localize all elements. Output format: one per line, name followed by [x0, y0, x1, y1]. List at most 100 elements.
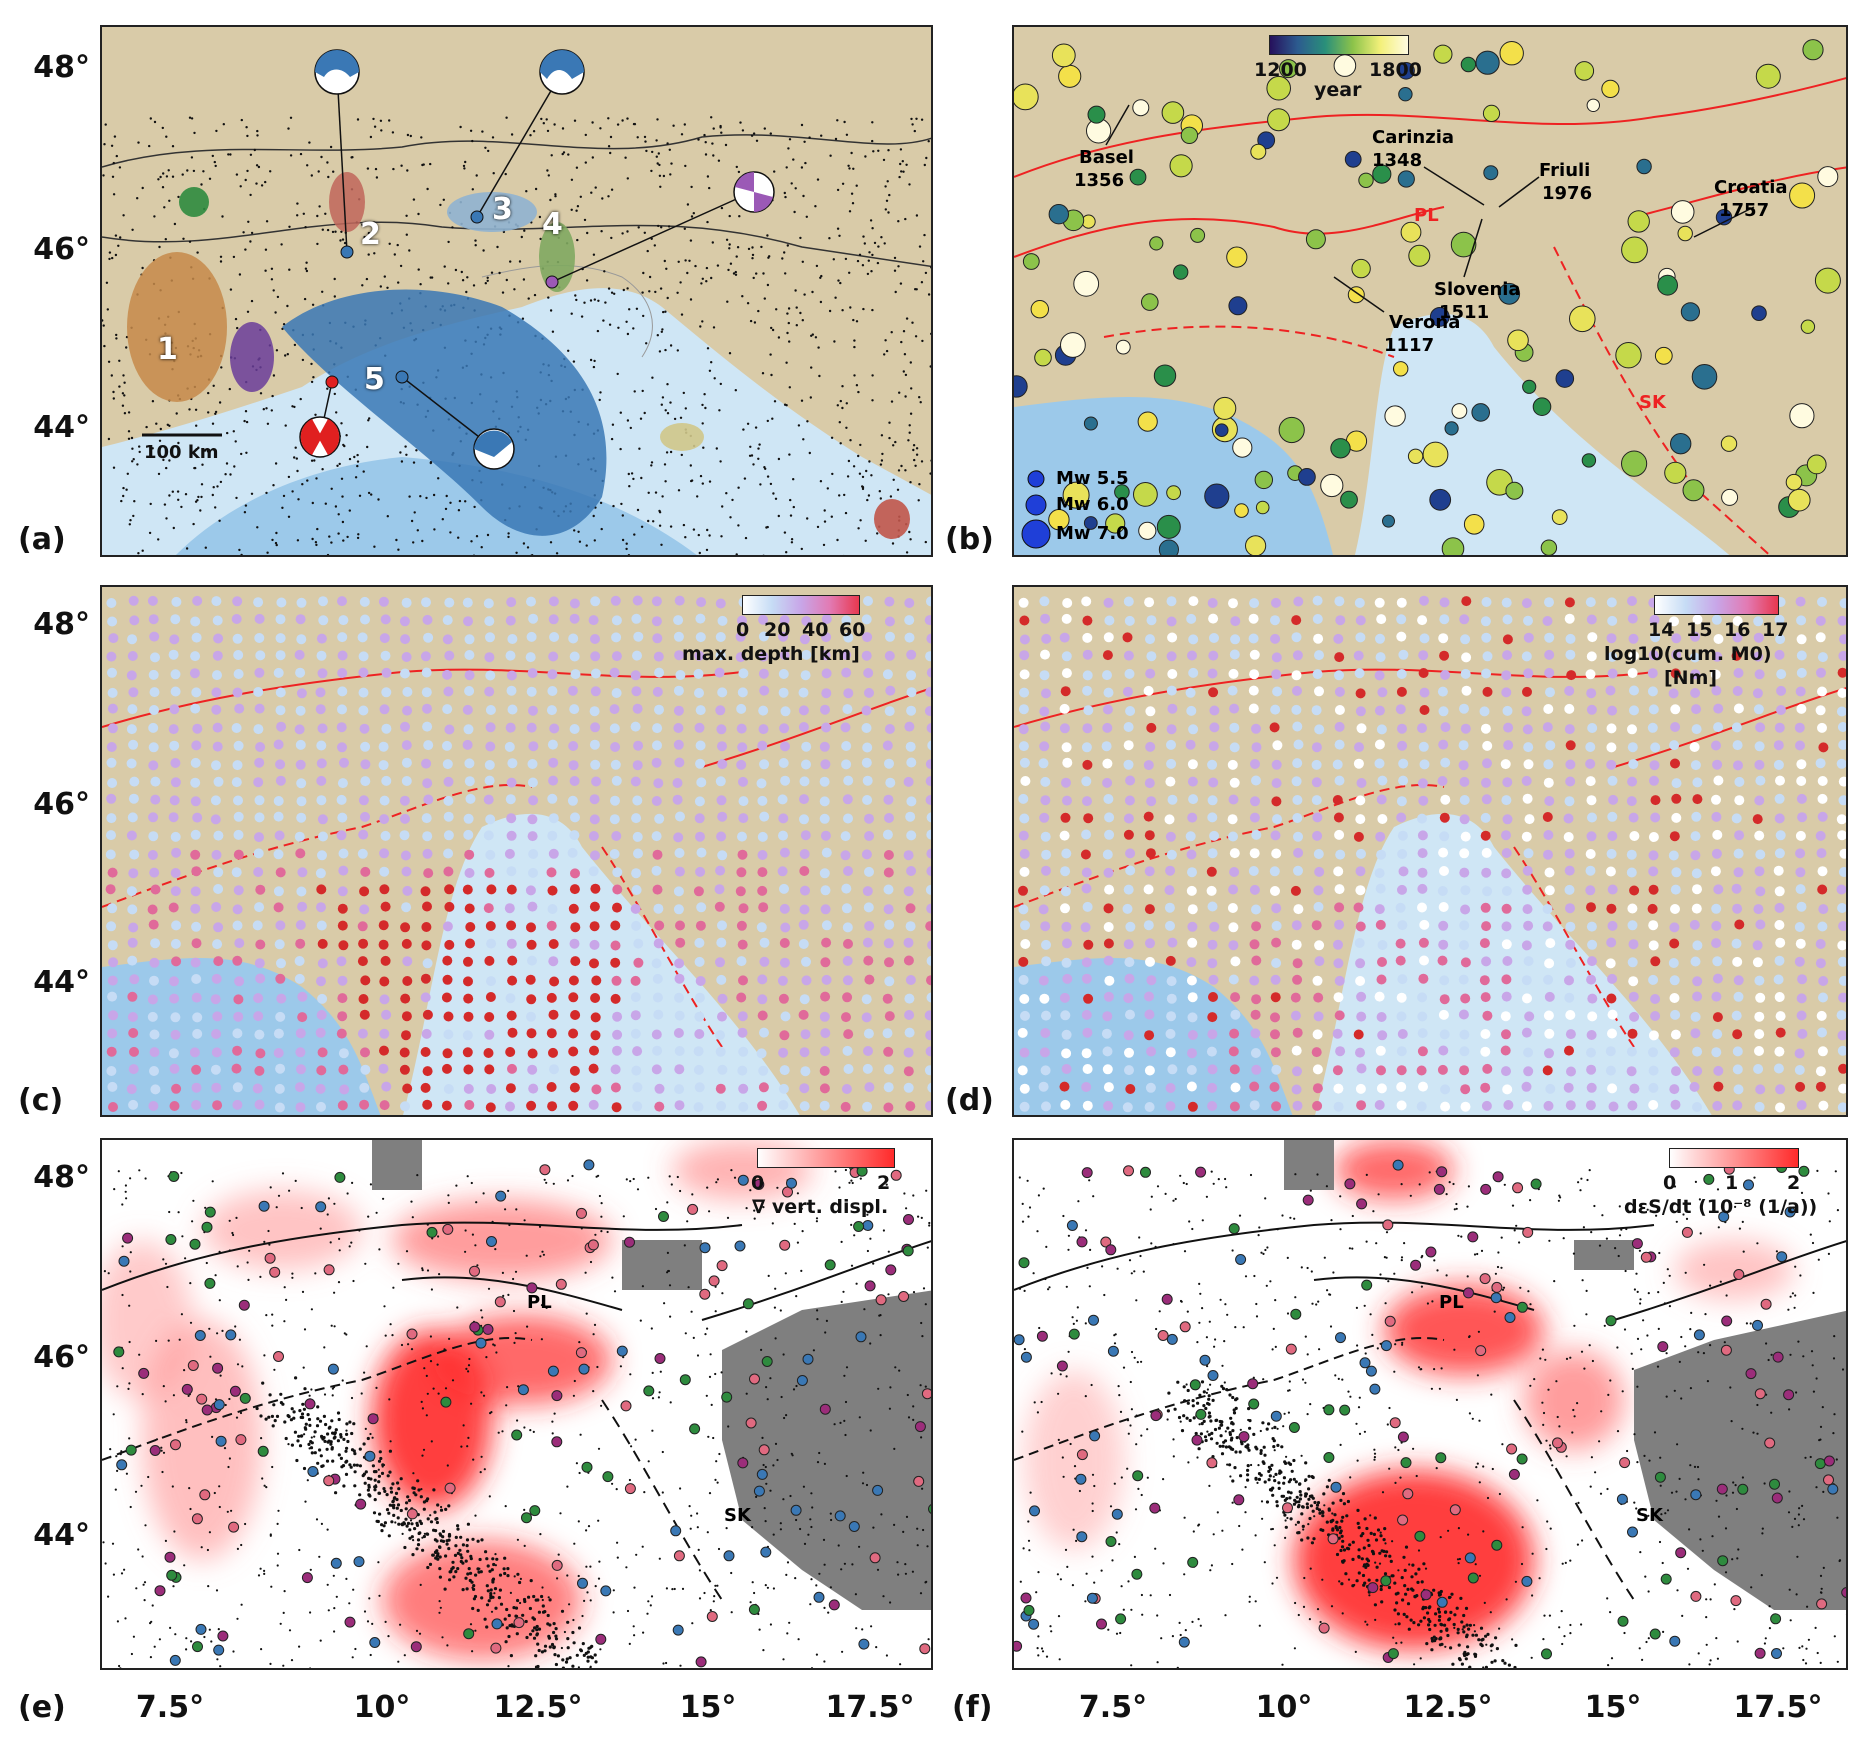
- scatter-dot: [763, 127, 766, 130]
- scatter-dot: [170, 686, 181, 697]
- scatter-dot: [592, 514, 595, 518]
- scatter-dot: [1334, 775, 1345, 786]
- scatter-dot: [1606, 633, 1617, 644]
- scatter-dot: [311, 303, 315, 306]
- scatter-dot: [1838, 795, 1846, 806]
- scatter-dot: [374, 167, 378, 171]
- scatter-dot: [1647, 722, 1658, 733]
- scatter-dot: [780, 775, 791, 786]
- scatter-dot: [626, 332, 630, 336]
- scatter-dot: [326, 161, 329, 164]
- scatter-dot: [194, 408, 198, 411]
- scatter-dot: [655, 139, 658, 142]
- scatter-dot: [795, 306, 798, 309]
- scatter-dot: [523, 1508, 526, 1511]
- scatter-dot: [422, 778, 433, 789]
- scatter-dot: [177, 441, 180, 445]
- scatter-dot: [1732, 616, 1743, 626]
- scatter-dot: [356, 536, 360, 540]
- scatter-dot: [568, 903, 579, 914]
- scatter-dot: [127, 955, 138, 966]
- scatter-dot: [1122, 903, 1133, 914]
- scatter-dot: [585, 1529, 588, 1532]
- scatter-dot: [526, 1011, 536, 1022]
- scatter-dot: [1459, 614, 1470, 625]
- scatter-dot: [274, 939, 285, 950]
- scatter-dot: [855, 1282, 858, 1285]
- scatter-dot: [1040, 776, 1051, 787]
- scatter-dot: [651, 796, 662, 806]
- scatter-dot: [102, 1541, 105, 1544]
- scatter-dot: [1081, 1048, 1092, 1059]
- scatter-dot: [666, 142, 669, 145]
- scatter-dot: [1544, 597, 1554, 608]
- scatter-dot: [828, 237, 831, 240]
- scatter-dot: [191, 866, 202, 877]
- scatter-dot: [799, 634, 810, 645]
- scatter-dot: [759, 685, 770, 696]
- scatter-dot: [1146, 1046, 1157, 1057]
- scatter-dot: [1483, 165, 1499, 181]
- scatter-dot: [831, 472, 834, 476]
- scatter-dot: [1312, 1083, 1323, 1094]
- scatter-dot: [848, 167, 851, 170]
- scatter-dot: [1353, 758, 1364, 769]
- scatter-dot: [263, 1240, 266, 1243]
- scatter-dot: [912, 1291, 916, 1294]
- scatter-dot: [266, 551, 269, 554]
- scatter-dot: [647, 1176, 650, 1179]
- scatter-dot: [708, 480, 712, 483]
- scatter-dot: [336, 1411, 341, 1415]
- scatter-dot: [797, 424, 801, 427]
- scatter-dot: [715, 705, 726, 716]
- scatter-dot: [892, 478, 895, 481]
- scatter-dot: [838, 234, 841, 237]
- scatter-dot: [926, 812, 931, 823]
- scatter-dot: [276, 1552, 280, 1555]
- scatter-dot: [462, 739, 473, 750]
- scatter-dot: [814, 205, 817, 208]
- scatter-dot: [1376, 974, 1387, 985]
- scatter-dot: [161, 1470, 164, 1474]
- scatter-dot: [104, 1562, 107, 1565]
- scatter-dot: [717, 1064, 728, 1075]
- scatter-dot: [275, 1063, 286, 1074]
- scatter-dot: [274, 311, 277, 314]
- scatter-dot: [861, 650, 872, 661]
- scatter-dot: [787, 307, 791, 310]
- scatter-dot: [236, 1617, 239, 1620]
- scatter-dot: [527, 1064, 538, 1075]
- scatter-dot: [1227, 685, 1238, 696]
- scatter-dot: [1018, 830, 1029, 841]
- scatter-dot: [762, 554, 765, 555]
- scatter-dot: [169, 740, 180, 751]
- scatter-dot: [604, 301, 607, 304]
- scatter-dot: [1019, 1101, 1030, 1112]
- scatter-dot: [410, 1348, 414, 1351]
- scatter-dot: [190, 1640, 193, 1643]
- panel-b-map: 1200 1800 year Basel 1356 Carinzia 1348 …: [1012, 25, 1848, 557]
- scatter-dot: [1721, 488, 1739, 506]
- scatter-dot: [1122, 686, 1133, 697]
- scatter-dot: [1298, 468, 1316, 486]
- scatter-dot: [356, 460, 360, 463]
- scatter-dot: [190, 957, 201, 968]
- scatter-dot: [128, 523, 131, 526]
- scatter-dot: [704, 406, 707, 410]
- scatter-dot: [235, 173, 239, 176]
- scatter-dot: [598, 1194, 601, 1198]
- scatter-dot: [1041, 1101, 1051, 1112]
- scatter-dot: [1270, 974, 1281, 985]
- scatter-dot: [1209, 830, 1220, 841]
- scatter-dot: [432, 1387, 435, 1390]
- scatter-dot: [295, 938, 306, 949]
- scatter-dot: [1125, 865, 1136, 876]
- scatter-dot: [1250, 1009, 1261, 1020]
- scatter-dot: [569, 1082, 580, 1093]
- scatter-dot: [1123, 740, 1134, 751]
- scatter-dot: [656, 118, 659, 121]
- scatter-dot: [1166, 616, 1177, 627]
- scatter-dot: [1208, 741, 1219, 752]
- scatter-dot: [351, 1181, 354, 1184]
- scatter-dot: [1690, 850, 1701, 861]
